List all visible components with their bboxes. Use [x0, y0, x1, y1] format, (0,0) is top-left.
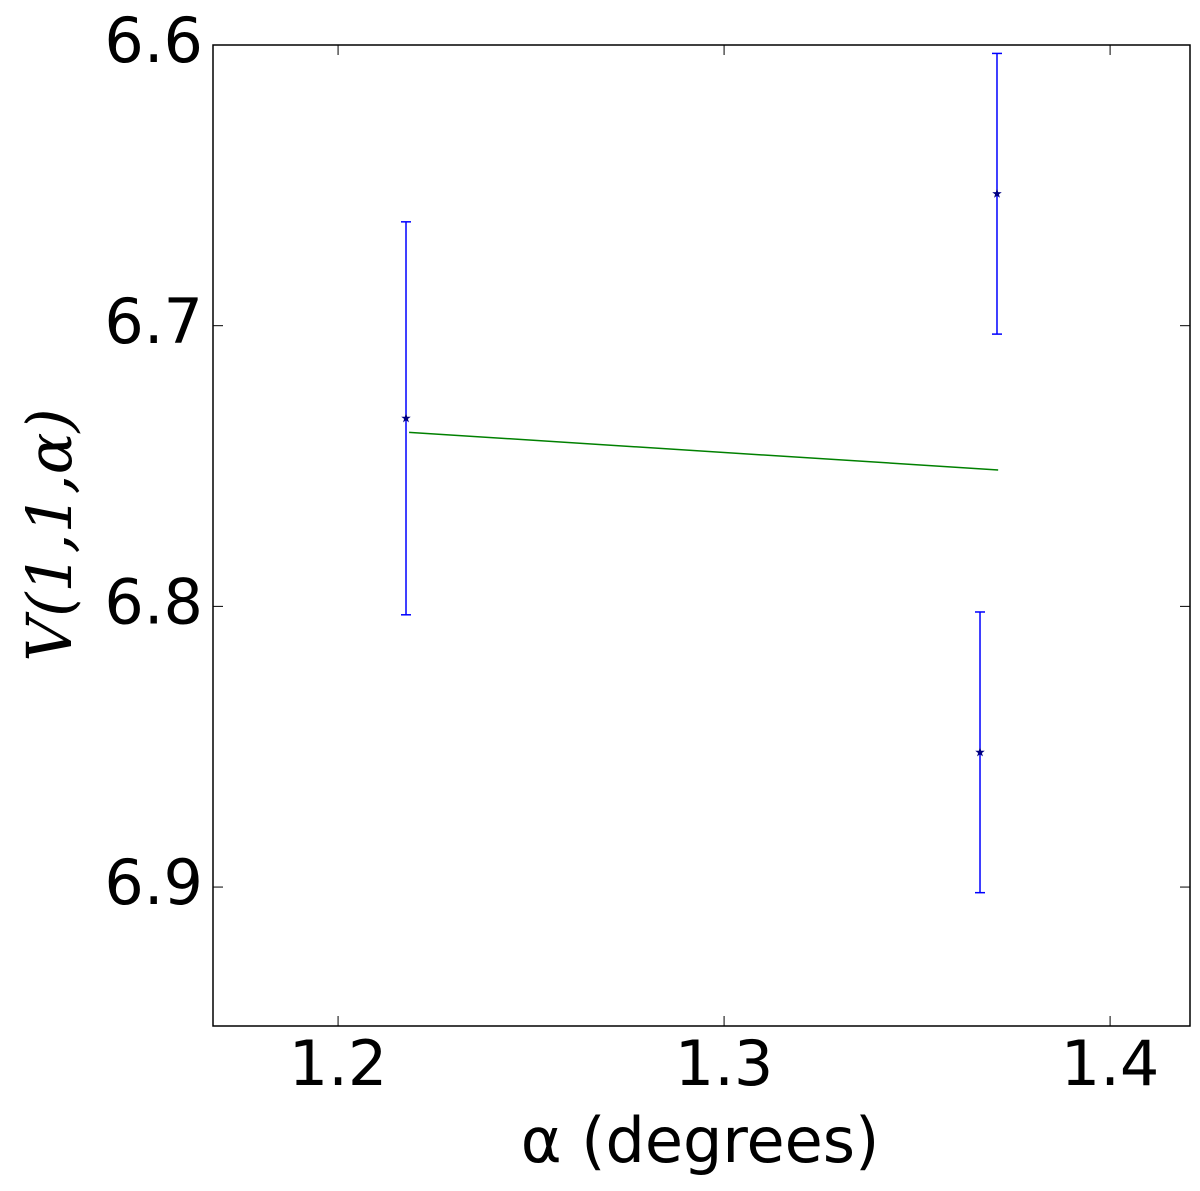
x-tick-label: 1.3 [675, 1027, 774, 1100]
point-marker [401, 413, 411, 423]
y-axis-label: V(1,1,α) [13, 408, 86, 661]
point-marker [992, 188, 1002, 198]
x-axis-label: α (degrees) [521, 1104, 880, 1177]
x-tick-label: 1.2 [289, 1027, 388, 1100]
fit-line [409, 431, 999, 471]
y-tick-label: 6.9 [104, 846, 203, 919]
point-marker [975, 747, 985, 757]
y-tick-label: 6.8 [104, 565, 203, 638]
x-tick-label: 1.4 [1061, 1027, 1160, 1100]
plot-frame [212, 44, 1191, 1027]
y-tick-label: 6.7 [104, 285, 203, 358]
y-tick-label: 6.6 [104, 4, 203, 77]
